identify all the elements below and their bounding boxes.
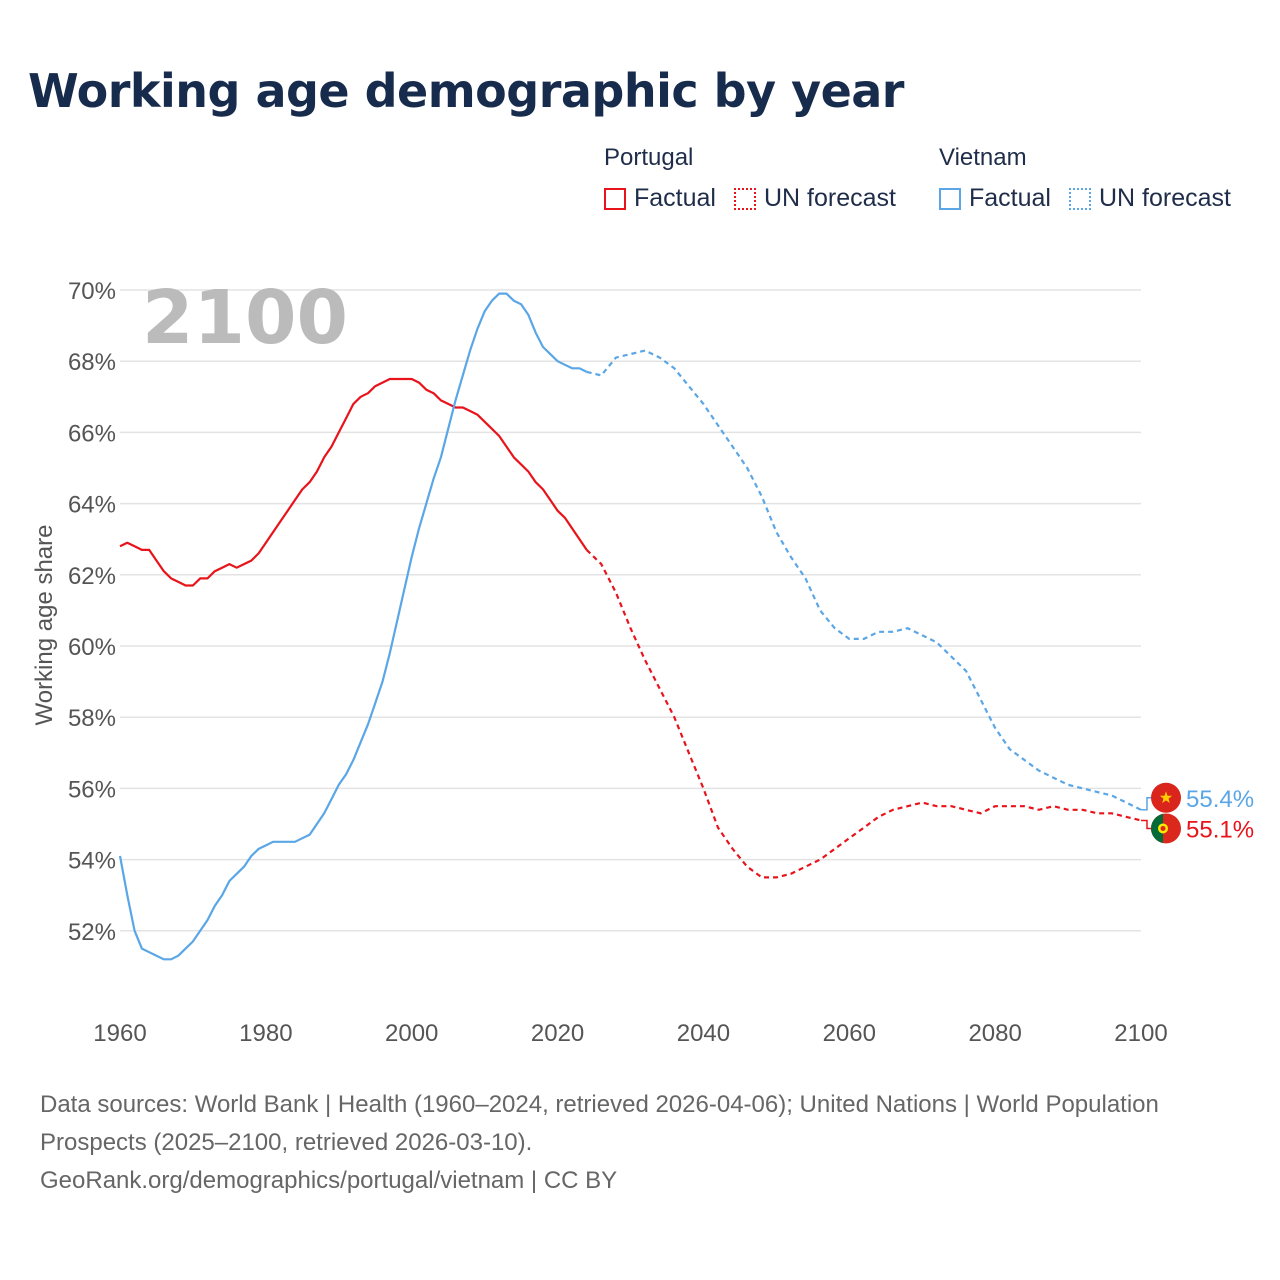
footer-sources: Data sources: World Bank | Health (1960–… [40,1091,1159,1156]
vietnam-factual-line [118,292,588,961]
x-tick-label: 2060 [823,1020,876,1047]
x-tick-label: 1980 [239,1020,292,1047]
y-tick-label: 62% [68,563,116,590]
portugal-end-label: 55.1% [1186,816,1254,843]
legend-portugal-title: Portugal [604,144,694,171]
y-tick-label: 70% [68,278,116,305]
x-tick-label: 2000 [385,1020,438,1047]
series-layer [118,292,1142,961]
legend-vietnam-title: Vietnam [939,144,1027,171]
vietnam-flag-star [1159,791,1173,803]
y-tick-label: 68% [68,349,116,376]
legend-vietnam-forecast-swatch [1068,187,1091,210]
vietnam-end-label: 55.4% [1186,786,1254,813]
y-tick-label: 64% [68,492,116,519]
legend-vietnam-factual-swatch [939,187,961,210]
y-tick-label: 54% [68,848,116,875]
portugal-end-connector [1141,819,1151,830]
end-label-layer: 55.4% 55.1% [1141,782,1254,844]
grid-layer [120,289,1141,932]
y-tick-label: 56% [68,776,116,803]
x-tick-label: 1960 [93,1020,146,1047]
legend-vietnam: Vietnam Factual UN forecast [939,144,1249,213]
vietnam-end-connector [1141,797,1151,811]
legend-portugal-factual-label: Factual [634,184,716,212]
portugal-factual-line [119,377,588,587]
legend-portugal-forecast-swatch [733,187,756,210]
x-tick-label: 2020 [531,1020,584,1047]
vietnam-forecast-line [586,349,1142,811]
chart-title: Working age demographic by year [28,64,905,118]
legend-vietnam-forecast-label: UN forecast [1098,184,1231,212]
footer: Data sources: World Bank | Health (1960–… [40,1086,1240,1200]
legend-vietnam-factual-label: Factual [969,184,1051,212]
legend-portugal-factual-swatch [604,187,626,210]
legend-portugal-forecast-label: UN forecast [763,184,896,212]
legend-portugal-forecast[interactable]: UN forecast [733,184,896,213]
y-tick-label: 66% [68,420,116,447]
portugal-flag-shield [1160,825,1166,831]
portugal-forecast-line [585,549,1142,879]
portugal-flag [1151,813,1181,844]
axis-layer: 52% 54% 56% 58% 60% 62% 64% 66% 68% 70% 1960 1980 20… [68,278,1168,1047]
y-tick-label: 58% [68,705,116,732]
x-tick-label: 2080 [968,1020,1021,1047]
x-tick-label: 2040 [677,1020,730,1047]
y-tick-label: 52% [68,919,116,946]
year-watermark: 2100 [142,275,348,361]
legend-portugal: Portugal Factual UN forecast [604,144,914,213]
x-tick-label: 2100 [1114,1020,1167,1047]
legend-portugal-factual[interactable]: Factual [604,184,716,213]
footer-attribution[interactable]: GeoRank.org/demographics/portugal/vietna… [40,1167,618,1194]
y-axis-label: Working age share [31,525,58,726]
legend-vietnam-forecast[interactable]: UN forecast [1068,184,1231,213]
line-chart: 2100 52% 54% 56% 58% 60% 62% 64% 66% 68% 70% 1960 1… [31,275,1254,1047]
y-tick-label: 60% [68,634,116,661]
legend-vietnam-factual[interactable]: Factual [939,184,1051,213]
